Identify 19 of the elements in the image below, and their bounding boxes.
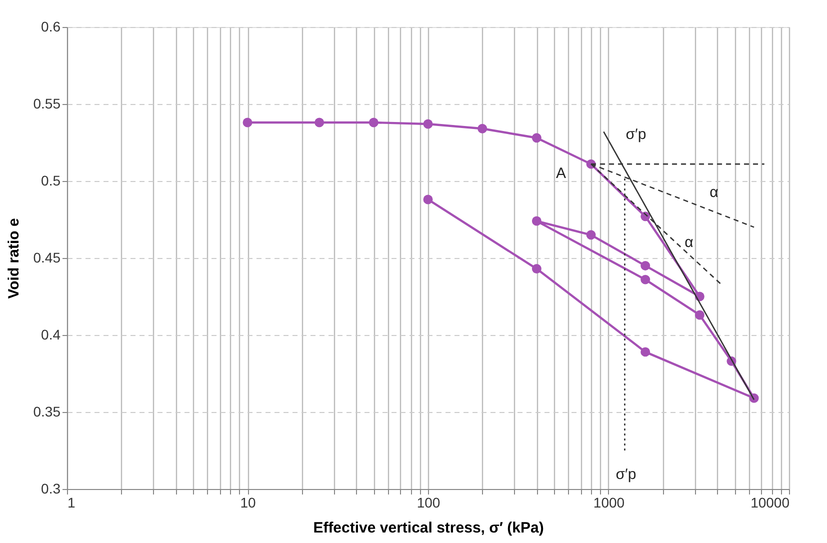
y-tick-label: 0.4 — [41, 326, 61, 342]
x-tick-label: 10 — [240, 494, 256, 510]
y-tick-label: 0.6 — [41, 18, 61, 34]
annotation: σ′p — [616, 466, 636, 483]
annotation: σ′p — [626, 126, 646, 143]
y-axis-title: Void ratio e — [5, 218, 22, 299]
y-tick-label: 0.5 — [41, 172, 61, 188]
x-tick-label: 100 — [416, 494, 440, 510]
x-tick-label: 1 — [68, 494, 76, 510]
annotation: A — [556, 165, 566, 182]
annotation: α — [710, 184, 719, 201]
x-tick-label: 10000 — [750, 494, 790, 510]
y-tick-label: 0.55 — [33, 96, 61, 112]
x-axis-title: Effective vertical stress, σ′ (kPa) — [313, 520, 544, 536]
y-tick-label: 0.3 — [41, 480, 61, 496]
annotation: α — [684, 234, 694, 251]
y-tick-label: 0.45 — [33, 250, 61, 266]
y-tick-label: 0.35 — [33, 404, 61, 420]
x-tick-label: 1000 — [593, 494, 625, 510]
